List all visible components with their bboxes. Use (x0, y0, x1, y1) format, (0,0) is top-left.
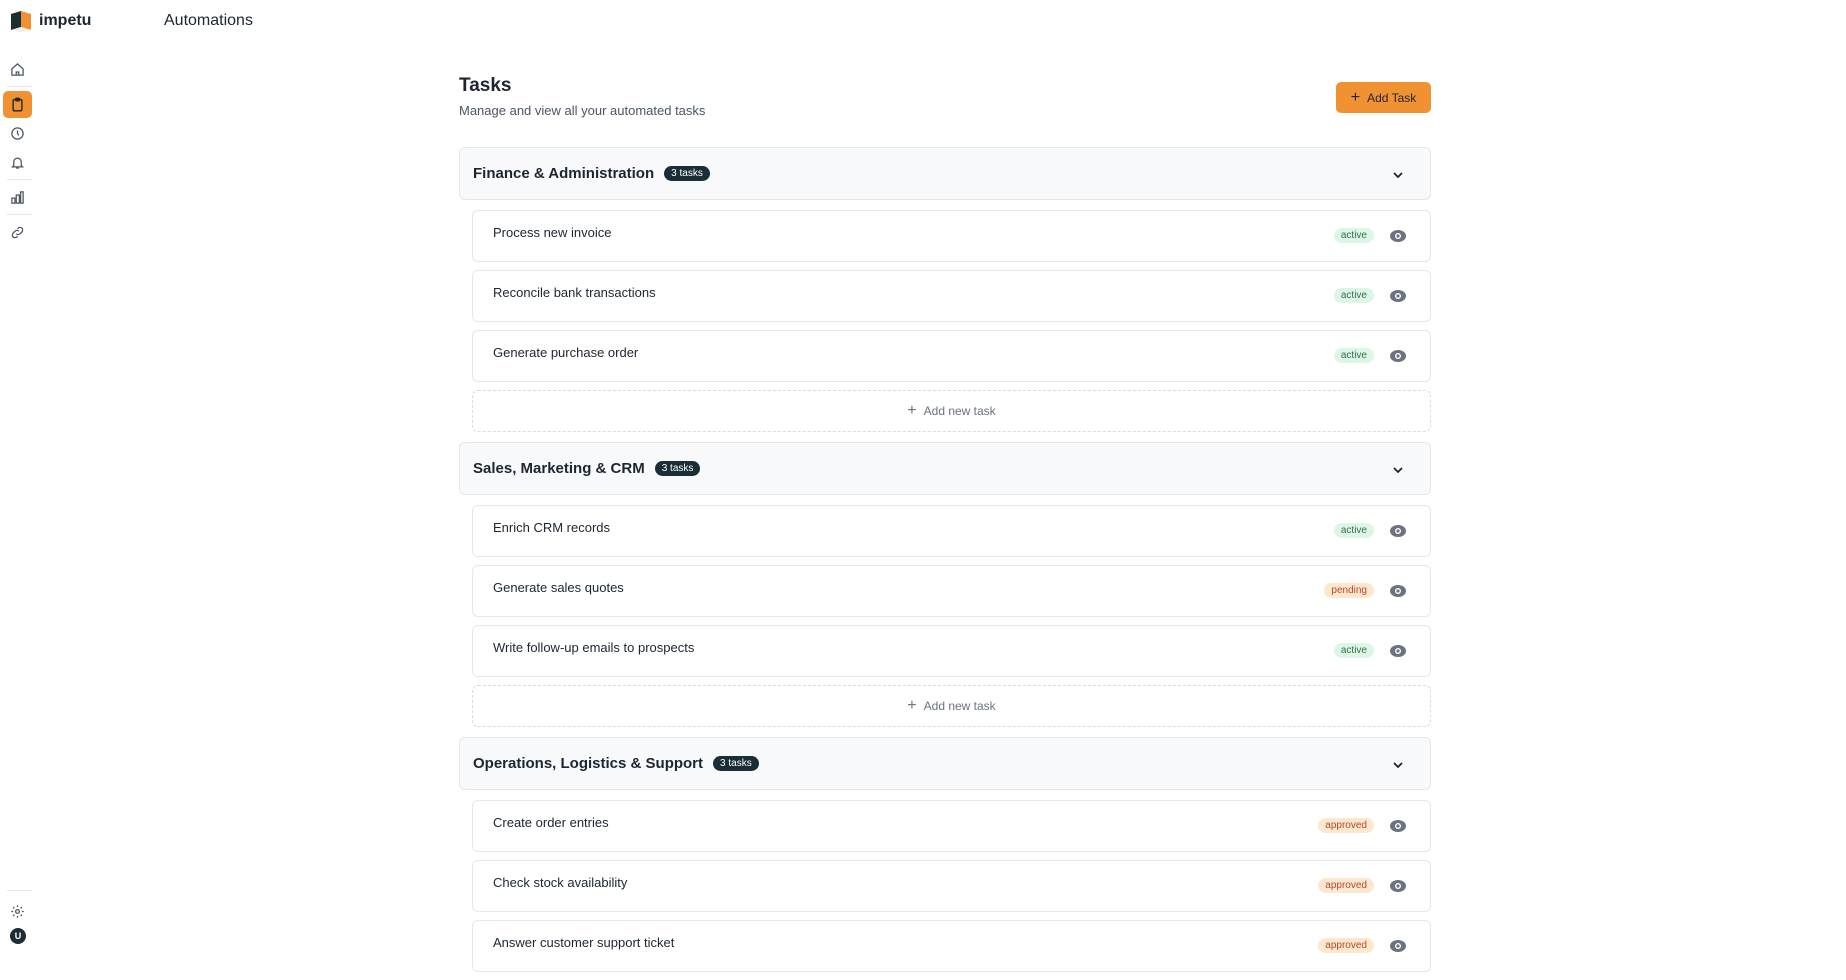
eye-icon[interactable] (1390, 819, 1406, 837)
group-header[interactable]: Sales, Marketing & CRM 3 tasks (459, 442, 1431, 495)
task-card[interactable]: Enrich CRM records active (472, 505, 1431, 557)
group-title: Finance & Administration (473, 165, 655, 182)
status-badge: active (1333, 348, 1374, 363)
plus-icon: + (907, 697, 917, 714)
section-title: Automations (164, 12, 253, 29)
status-badge: active (1333, 228, 1374, 243)
task-count-badge: 3 tasks (664, 166, 710, 181)
clock-icon (11, 127, 24, 140)
app-name: impetu (39, 12, 92, 29)
home-icon (11, 63, 24, 76)
eye-icon[interactable] (1390, 644, 1406, 662)
eye-icon[interactable] (1390, 879, 1406, 897)
add-new-task-button[interactable]: + Add new task (472, 685, 1431, 727)
sidebar-item-tasks[interactable] (3, 91, 32, 118)
eye-icon[interactable] (1390, 349, 1406, 367)
task-name: Generate purchase order (493, 345, 639, 360)
settings-button[interactable] (3, 898, 32, 925)
task-name: Reconcile bank transactions (493, 285, 656, 300)
add-new-task-button[interactable]: + Add new task (472, 390, 1431, 432)
task-card[interactable]: Write follow-up emails to prospects activ… (472, 625, 1431, 677)
group-header[interactable]: Operations, Logistics & Support 3 tasks (459, 737, 1431, 790)
eye-icon[interactable] (1390, 524, 1406, 542)
eye-icon[interactable] (1390, 939, 1406, 957)
task-name: Answer customer support ticket (493, 935, 675, 950)
sidebar-item-integrations[interactable] (3, 219, 32, 246)
status-badge: active (1333, 523, 1374, 538)
impetu-logo-icon (11, 11, 31, 32)
page-title: Tasks (459, 75, 512, 96)
clipboard-icon (12, 97, 23, 112)
group-header[interactable]: Finance & Administration 3 tasks (459, 147, 1431, 200)
eye-icon[interactable] (1390, 229, 1406, 247)
sidebar-item-analytics[interactable] (3, 184, 32, 211)
task-name: Create order entries (493, 815, 609, 830)
task-card[interactable]: Generate purchase order active (472, 330, 1431, 382)
eye-icon[interactable] (1390, 289, 1406, 307)
page-subtitle: Manage and view all your automated tasks (459, 103, 706, 118)
avatar[interactable]: U (10, 928, 26, 944)
task-count-badge: 3 tasks (713, 756, 759, 771)
bell-icon (10, 157, 25, 169)
sidebar-item-home[interactable] (3, 56, 32, 83)
status-badge: approved (1318, 818, 1374, 833)
sidebar-item-notifications[interactable] (3, 149, 32, 176)
task-card[interactable]: Answer customer support ticket approved (472, 920, 1431, 972)
task-card[interactable]: Create order entries approved (472, 800, 1431, 852)
link-icon (11, 226, 24, 239)
main-content: Tasks Manage and view all your automated… (459, 75, 1431, 972)
task-name: Generate sales quotes (493, 580, 624, 595)
group-title: Operations, Logistics & Support (473, 755, 704, 772)
sidebar-item-history[interactable] (3, 120, 32, 147)
task-card[interactable]: Check stock availability approved (472, 860, 1431, 912)
plus-icon: + (907, 402, 917, 419)
group-title: Sales, Marketing & CRM (473, 460, 645, 477)
chevron-down-icon[interactable] (1393, 165, 1403, 183)
plus-icon: + (1350, 88, 1361, 106)
eye-icon[interactable] (1390, 584, 1406, 602)
status-badge: approved (1318, 878, 1374, 893)
sidebar: U (0, 0, 36, 954)
status-badge: approved (1318, 938, 1374, 953)
logo[interactable]: impetu (10, 10, 91, 32)
task-name: Enrich CRM records (493, 520, 611, 535)
add-task-button[interactable]: + Add Task (1336, 82, 1431, 113)
status-badge: active (1333, 288, 1374, 303)
task-count-badge: 3 tasks (654, 461, 701, 476)
status-badge: pending (1324, 583, 1374, 598)
task-card[interactable]: Generate sales quotes pending (472, 565, 1431, 617)
task-name: Process new invoice (493, 225, 612, 240)
chevron-down-icon[interactable] (1393, 755, 1403, 773)
task-card[interactable]: Reconcile bank transactions active (472, 270, 1431, 322)
task-name: Check stock availability (493, 875, 628, 890)
gear-icon (11, 905, 24, 918)
task-card[interactable]: Process new invoice active (472, 210, 1431, 262)
chevron-down-icon[interactable] (1393, 460, 1403, 478)
bar-chart-icon (11, 191, 24, 204)
status-badge: active (1333, 643, 1374, 658)
task-name: Write follow-up emails to prospects (493, 640, 695, 655)
task-groups: Finance & Administration 3 tasks Process n… (459, 147, 1431, 980)
